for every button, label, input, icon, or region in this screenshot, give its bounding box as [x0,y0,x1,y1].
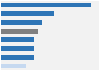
Bar [1,11,54,16]
Bar [1,20,42,25]
Bar [1,37,34,42]
Bar [1,29,38,34]
Bar [1,64,26,68]
Bar [1,46,34,51]
Bar [1,55,34,60]
Bar [1,3,91,7]
